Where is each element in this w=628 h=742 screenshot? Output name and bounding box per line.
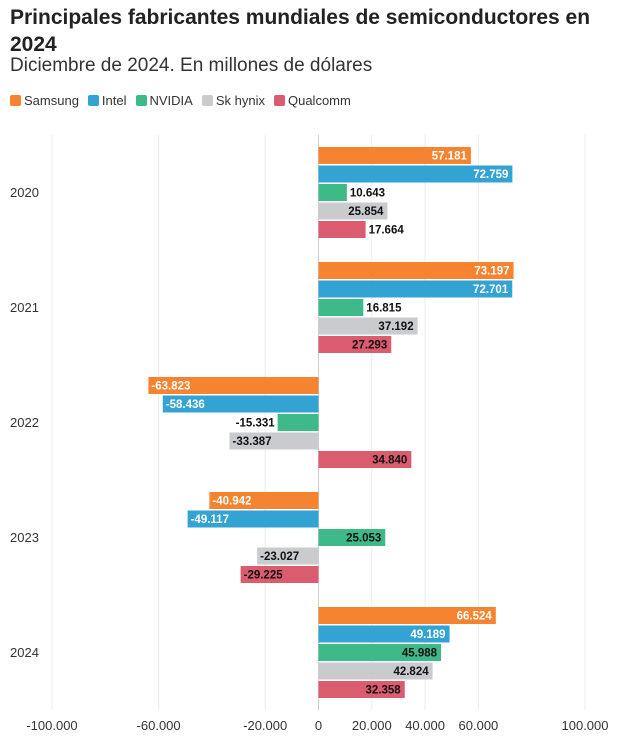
data-label: -29.225 [244, 570, 284, 582]
data-label: 16.815 [366, 303, 402, 315]
legend-item-qualcomm[interactable]: Qualcomm [273, 93, 351, 108]
bar-nvidia[interactable] [277, 414, 319, 431]
bar-intel[interactable] [318, 280, 513, 298]
data-label: 25.854 [348, 206, 384, 218]
bar-samsung[interactable] [318, 147, 471, 164]
bar-intel[interactable] [318, 165, 513, 183]
legend-label: Samsung [24, 93, 79, 108]
bar-sk-hynix[interactable] [229, 432, 319, 450]
x-tick-label: -60.000 [137, 718, 181, 733]
data-label: -49.117 [191, 514, 229, 526]
legend-swatch [201, 95, 213, 106]
category-label: 2024 [10, 645, 39, 660]
x-tick-label: -100.000 [26, 718, 77, 733]
bar-samsung[interactable] [148, 377, 319, 394]
data-label: 17.664 [369, 225, 405, 237]
data-label: 57.181 [432, 151, 468, 163]
bar-sk-hynix[interactable] [318, 317, 418, 335]
bar-qualcomm[interactable] [318, 221, 366, 238]
data-label: 27.293 [352, 340, 387, 352]
data-label: -33.387 [233, 436, 272, 448]
bar-qualcomm[interactable] [318, 681, 405, 698]
x-tick-label: 0 [315, 718, 322, 733]
bar-qualcomm[interactable] [318, 451, 412, 468]
legend-item-intel[interactable]: Intel [87, 93, 127, 108]
bar-qualcomm[interactable] [318, 336, 392, 353]
legend: Samsung Intel NVIDIA Sk hynix Qualcomm [10, 93, 351, 108]
legend-swatch [273, 95, 285, 106]
data-label: 42.824 [393, 666, 429, 678]
x-tick-label: 40.000 [405, 718, 445, 733]
legend-swatch [135, 95, 147, 106]
legend-swatch [87, 95, 99, 106]
bar-samsung[interactable] [318, 607, 496, 624]
data-label: 73.197 [474, 266, 509, 278]
x-tick-label: 100.000 [562, 718, 609, 733]
data-label: 49.189 [410, 629, 445, 641]
data-label: -58.436 [166, 399, 205, 411]
category-label: 2020 [10, 185, 39, 200]
data-label: -40.942 [212, 496, 251, 508]
legend-swatch [10, 95, 21, 106]
bar-sk-hynix[interactable] [318, 202, 388, 220]
data-label: 25.053 [346, 533, 381, 545]
bar-intel[interactable] [187, 510, 319, 528]
data-label: 10.643 [350, 188, 385, 200]
x-tick-label: 60.000 [459, 718, 499, 733]
category-label: 2023 [10, 530, 39, 545]
legend-label: Intel [101, 93, 127, 108]
category-label: 2021 [10, 300, 39, 315]
category-label: 2022 [10, 415, 39, 430]
bar-nvidia[interactable] [318, 299, 364, 316]
data-label: 37.192 [378, 321, 413, 333]
data-label: 72.701 [473, 284, 509, 296]
data-label: -23.027 [260, 551, 299, 563]
chart-title: Principales fabricantes mundiales de sem… [10, 6, 591, 56]
data-label: -15.331 [236, 418, 276, 430]
bar-qualcomm[interactable] [240, 566, 319, 583]
bar-intel[interactable] [318, 625, 450, 643]
data-label: 72.759 [473, 169, 508, 181]
chart-subtitle: Diciembre de 2024. En millones de dólare… [10, 55, 373, 76]
legend-label: Sk hynix [215, 93, 265, 108]
data-label: -63.823 [151, 381, 190, 393]
data-label: 32.358 [366, 685, 402, 697]
bar-nvidia[interactable] [318, 529, 386, 546]
bar-sk-hynix[interactable] [257, 547, 319, 565]
x-tick-label: 20.000 [352, 718, 392, 733]
legend-item-nvidia[interactable]: NVIDIA [135, 93, 193, 108]
bar-samsung[interactable] [209, 492, 319, 509]
data-label: 45.988 [402, 648, 438, 660]
bar-samsung[interactable] [318, 262, 514, 279]
legend-label: NVIDIA [149, 93, 193, 108]
bar-intel[interactable] [162, 395, 319, 413]
legend-item-sk-hynix[interactable]: Sk hynix [201, 93, 265, 108]
x-tick-label: -20.000 [243, 718, 287, 733]
legend-item-samsung[interactable]: Samsung [10, 93, 79, 108]
data-label: 66.524 [457, 611, 493, 623]
bar-nvidia[interactable] [318, 644, 442, 661]
bar-nvidia[interactable] [318, 184, 347, 201]
bar-sk-hynix[interactable] [318, 662, 433, 680]
data-label: 34.840 [372, 455, 407, 467]
legend-label: Qualcomm [287, 93, 351, 108]
